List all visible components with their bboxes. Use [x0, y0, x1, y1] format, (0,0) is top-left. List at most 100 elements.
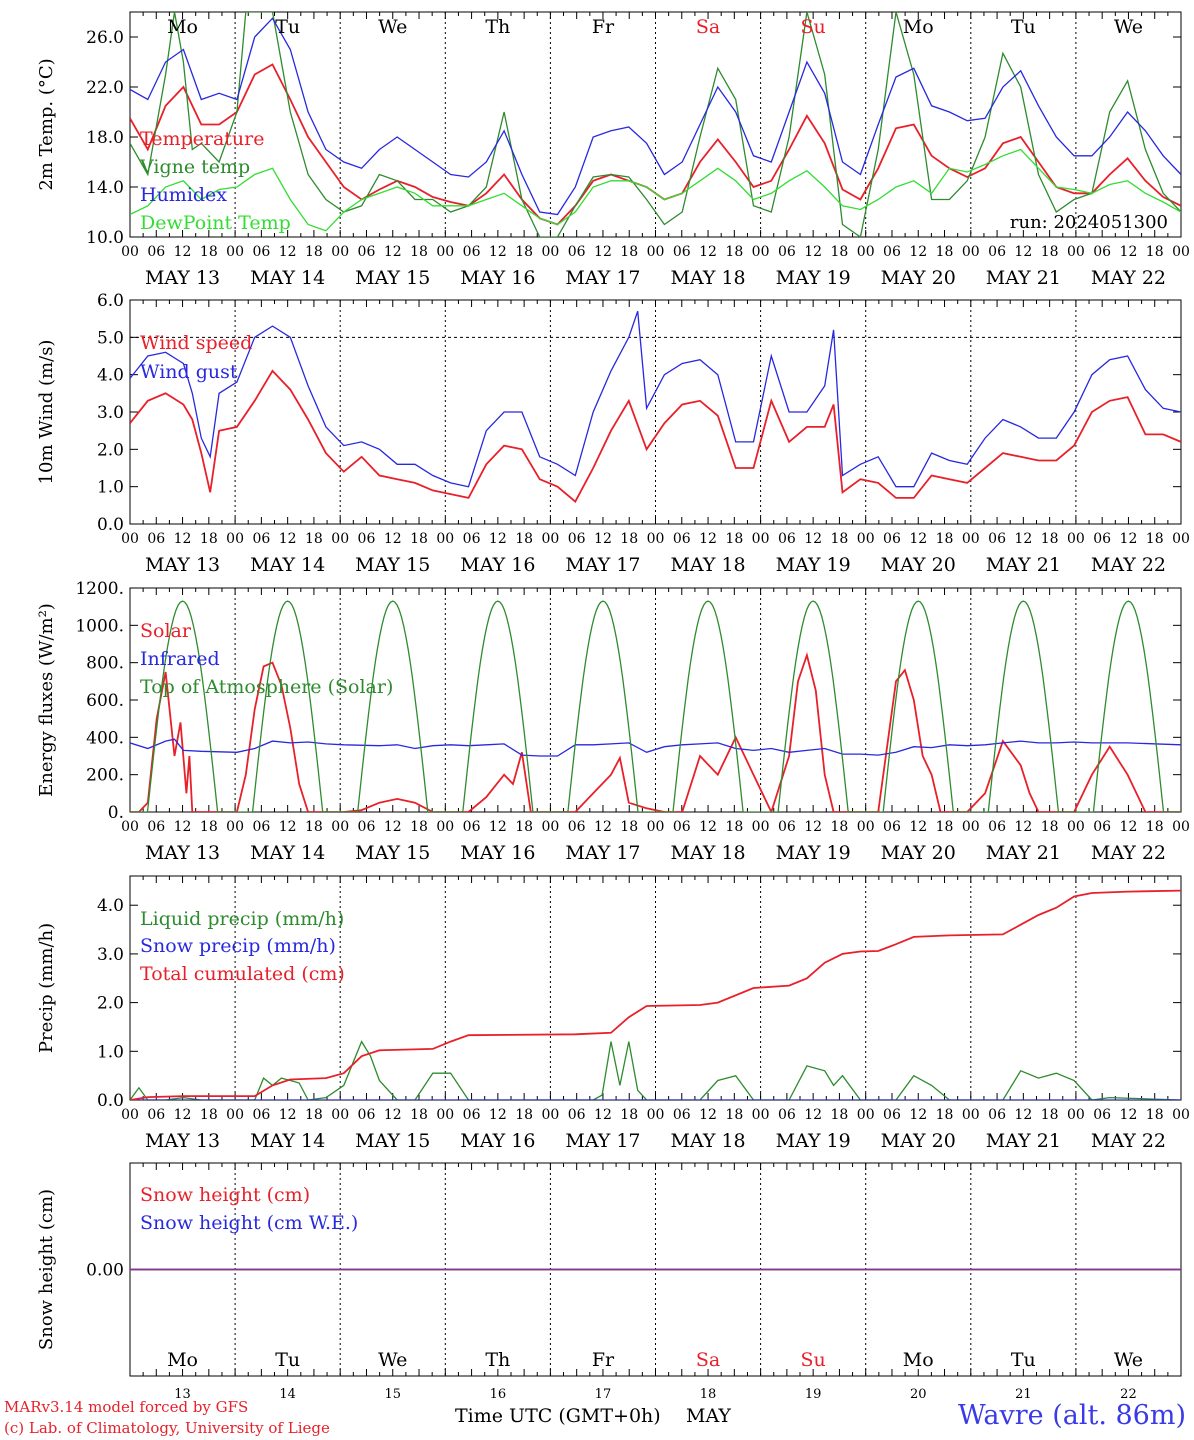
hour-tick-label: 12 [804, 1107, 822, 1123]
hour-tick-label: 00 [226, 531, 244, 547]
hour-tick-label: 12 [594, 531, 612, 547]
legend-entry: Snow height (cm) [140, 1184, 310, 1206]
hour-tick-label: 06 [778, 819, 796, 835]
hour-tick-label: 12 [909, 1107, 927, 1123]
day-abbrev: Sa [696, 16, 720, 38]
series-line-solar [130, 652, 1181, 812]
y-tick-label: 200. [86, 766, 124, 786]
date-label: MAY 13 [145, 267, 220, 289]
hour-tick-label: 18 [1041, 244, 1059, 260]
hour-tick-label: 12 [174, 1107, 192, 1123]
hour-tick-label: 12 [699, 819, 717, 835]
y-tick-label: 1.0 [97, 1042, 124, 1062]
y-tick-label: 14.0 [86, 178, 124, 198]
date-label: MAY 13 [145, 842, 220, 864]
hour-tick-label: 00 [1067, 531, 1085, 547]
date-label: MAY 21 [986, 1130, 1061, 1152]
series-line-total-cumulated-cm- [130, 889, 1181, 1100]
hour-tick-label: 06 [568, 1107, 586, 1123]
date-label: MAY 22 [1091, 267, 1166, 289]
y-tick-label: 0.0 [97, 1091, 124, 1111]
model-credit: MARv3.14 model forced by GFS [4, 1398, 249, 1416]
hour-tick-label: 12 [489, 1107, 507, 1123]
hour-tick-label: 06 [778, 244, 796, 260]
hour-tick-label: 12 [279, 819, 297, 835]
day-number: 20 [910, 1387, 927, 1402]
date-label: MAY 18 [670, 267, 745, 289]
copyright-credit: (c) Lab. of Climatology, University of L… [4, 1419, 330, 1437]
hour-tick-label: 12 [594, 819, 612, 835]
y-axis-label: 10m Wind (m/s) [36, 340, 57, 485]
hour-tick-label: 06 [463, 1107, 481, 1123]
date-label: MAY 20 [881, 1130, 956, 1152]
x-axis-title: Time UTC (GMT+0h) [455, 1405, 661, 1427]
hour-tick-label: 12 [1014, 531, 1032, 547]
day-number: 15 [384, 1387, 401, 1402]
day-abbrev: Su [801, 16, 826, 38]
y-axis-label: 2m Temp. (°C) [36, 58, 57, 190]
hour-tick-label: 18 [305, 244, 323, 260]
date-label: MAY 18 [670, 554, 745, 576]
hour-tick-label: 12 [489, 819, 507, 835]
series-line-infrared [130, 738, 1181, 757]
hour-tick-label: 00 [752, 531, 770, 547]
hour-tick-label: 12 [384, 244, 402, 260]
hour-tick-label: 06 [778, 1107, 796, 1123]
hour-tick-label: 18 [725, 531, 743, 547]
hour-tick-label: 18 [410, 819, 428, 835]
day-abbrev: Th [485, 16, 510, 38]
x-axis-month: MAY [686, 1405, 731, 1427]
hour-tick-label: 00 [1172, 1107, 1190, 1123]
day-abbrev: Mo [903, 1349, 934, 1371]
hour-tick-label: 12 [909, 819, 927, 835]
y-tick-label: 0. [108, 803, 124, 823]
hour-tick-label: 00 [752, 819, 770, 835]
hour-tick-label: 06 [358, 244, 376, 260]
hour-tick-label: 12 [804, 244, 822, 260]
hour-tick-label: 18 [515, 531, 533, 547]
hour-tick-label: 12 [804, 531, 822, 547]
hour-tick-label: 18 [831, 244, 849, 260]
hour-tick-label: 00 [647, 244, 665, 260]
hour-tick-label: 12 [1014, 1107, 1032, 1123]
series-line-humidex [130, 17, 1181, 216]
day-abbrev: We [378, 1349, 407, 1371]
hour-tick-label: 00 [331, 244, 349, 260]
y-tick-label: 18.0 [86, 128, 124, 148]
day-number: 17 [595, 1387, 612, 1402]
hour-tick-label: 18 [305, 819, 323, 835]
hour-tick-label: 06 [147, 531, 165, 547]
hour-tick-label: 00 [962, 244, 980, 260]
date-label: MAY 21 [986, 842, 1061, 864]
day-abbrev: Tu [1011, 1349, 1036, 1371]
date-label: MAY 13 [145, 554, 220, 576]
hour-tick-label: 12 [1120, 1107, 1138, 1123]
day-number: 21 [1015, 1387, 1032, 1402]
date-label: MAY 21 [986, 267, 1061, 289]
hour-tick-label: 12 [699, 531, 717, 547]
hour-tick-label: 12 [279, 531, 297, 547]
hour-tick-label: 12 [279, 244, 297, 260]
hour-tick-label: 06 [1093, 244, 1111, 260]
hour-tick-label: 18 [725, 1107, 743, 1123]
hour-tick-label: 18 [936, 531, 954, 547]
day-abbrev: Mo [167, 1349, 198, 1371]
day-number: 14 [279, 1387, 296, 1402]
series-layer [130, 310, 1181, 504]
hour-tick-label: 18 [936, 244, 954, 260]
hour-tick-label: 06 [147, 819, 165, 835]
y-tick-label: 26.0 [86, 28, 124, 48]
hour-tick-label: 00 [857, 531, 875, 547]
hour-tick-label: 06 [463, 819, 481, 835]
hour-tick-label: 18 [515, 819, 533, 835]
date-label: MAY 18 [670, 1130, 745, 1152]
station-name: Wavre (alt. 86m) [958, 1400, 1186, 1431]
hour-tick-label: 06 [673, 531, 691, 547]
legend-entry: Total cumulated (cm) [140, 963, 345, 985]
date-label: MAY 16 [460, 267, 535, 289]
hour-tick-label: 18 [1146, 531, 1164, 547]
legend-entry: Solar [140, 620, 192, 642]
hour-tick-label: 00 [857, 819, 875, 835]
series-line-wind-gust [130, 310, 1181, 488]
